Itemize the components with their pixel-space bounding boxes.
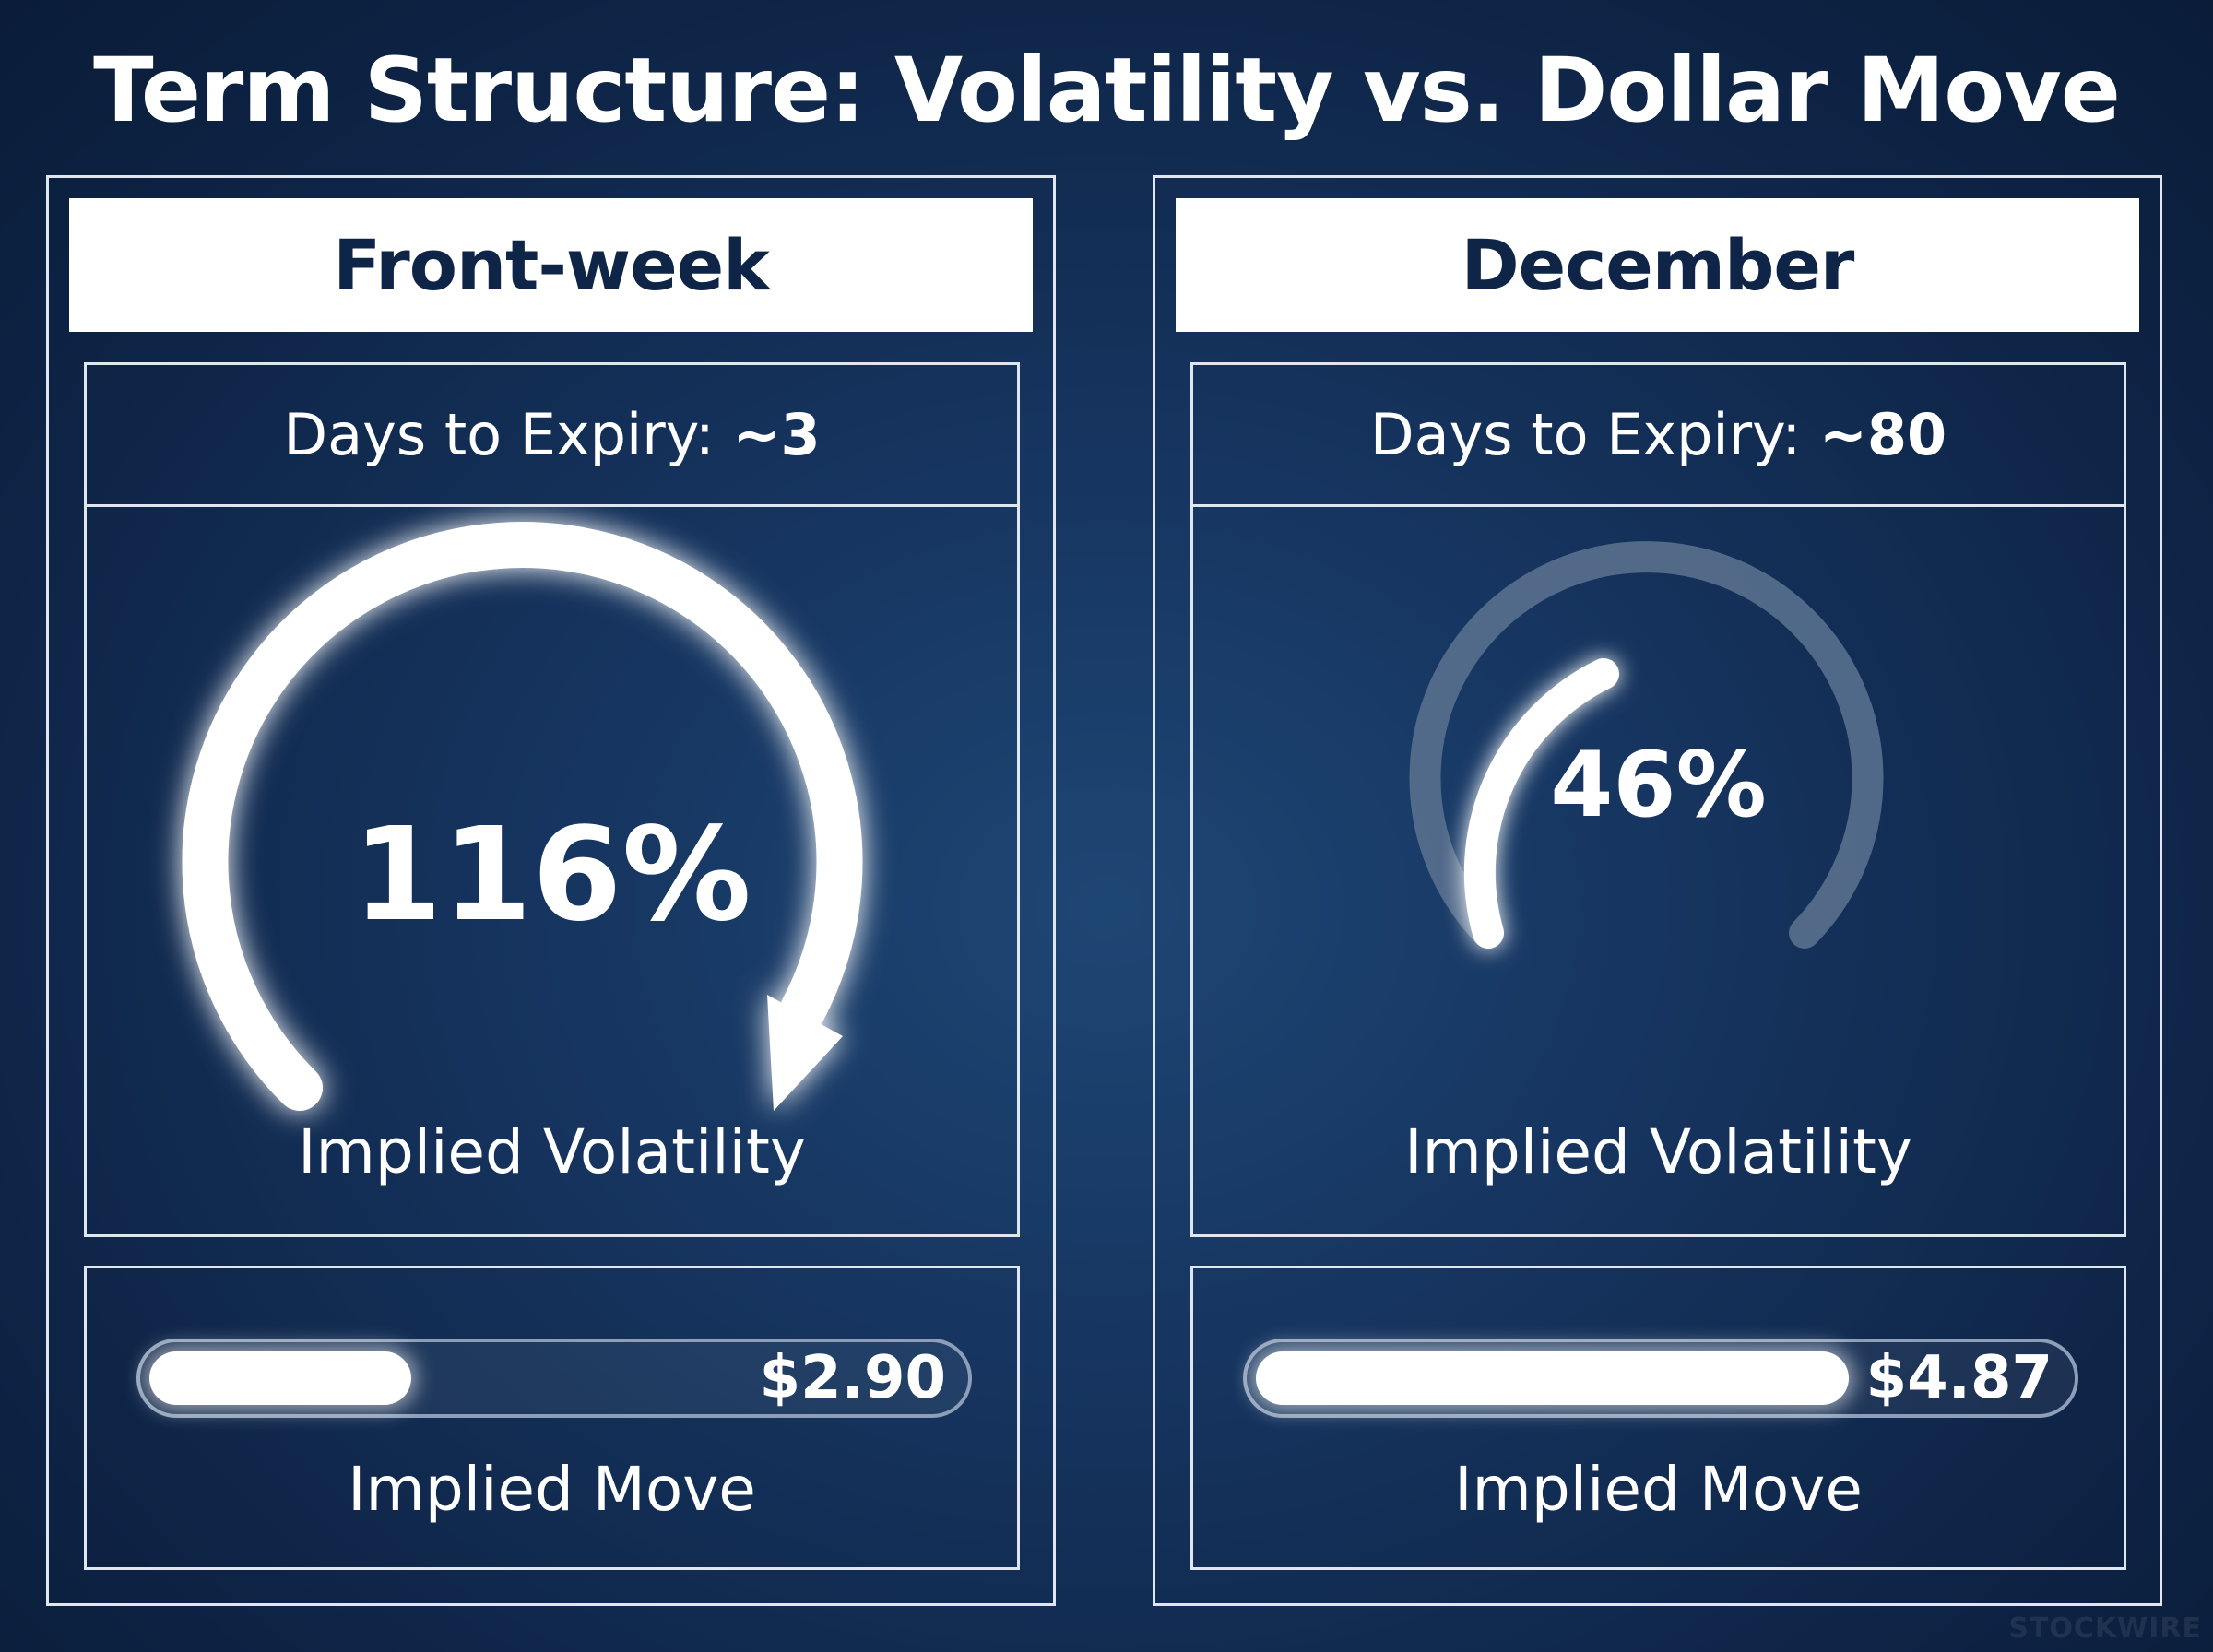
partial-arc-gauge: [1409, 541, 1884, 949]
days-label: Days to Expiry:: [1369, 401, 1819, 468]
days-to-expiry: Days to Expiry: ~3: [84, 362, 1020, 507]
move-value: $2.90: [759, 1344, 946, 1412]
days-value: ~80: [1818, 401, 1947, 468]
days-to-expiry: Days to Expiry: ~80: [1190, 362, 2126, 507]
move-bar-track: $2.90: [136, 1339, 972, 1418]
iv-value: 116%: [352, 800, 751, 950]
move-bar-track: $4.87: [1243, 1339, 2078, 1418]
panel-header: December: [1176, 198, 2139, 332]
implied-move-box: $2.90 Implied Move: [84, 1266, 1020, 1570]
panel-front-week: Front-week Days to Expiry: ~3 116% Impli…: [46, 175, 1056, 1606]
page-title: Term Structure: Volatility vs. Dollar Mo…: [93, 39, 2121, 142]
move-bar-fill: [149, 1351, 411, 1405]
move-bar-fill: [1256, 1351, 1849, 1405]
panel-header: Front-week: [69, 198, 1033, 332]
iv-value: 46%: [1550, 733, 1767, 838]
full-circle-arrow-icon: [182, 522, 863, 1111]
implied-volatility-box: 116% Implied Volatility: [84, 504, 1020, 1237]
iv-label: Implied Volatility: [298, 1116, 806, 1187]
implied-move-box: $4.87 Implied Move: [1190, 1266, 2126, 1570]
watermark: STOCKWIRE: [2008, 1612, 2202, 1645]
move-value: $4.87: [1865, 1344, 2053, 1412]
iv-label: Implied Volatility: [1404, 1116, 1912, 1187]
days-value: ~3: [732, 401, 821, 468]
move-label: Implied Move: [348, 1454, 756, 1525]
days-label: Days to Expiry:: [283, 401, 733, 468]
implied-volatility-box: 46% Implied Volatility: [1190, 504, 2126, 1237]
panel-december: December Days to Expiry: ~80 46% Implied…: [1153, 175, 2162, 1606]
move-label: Implied Move: [1454, 1454, 1863, 1525]
